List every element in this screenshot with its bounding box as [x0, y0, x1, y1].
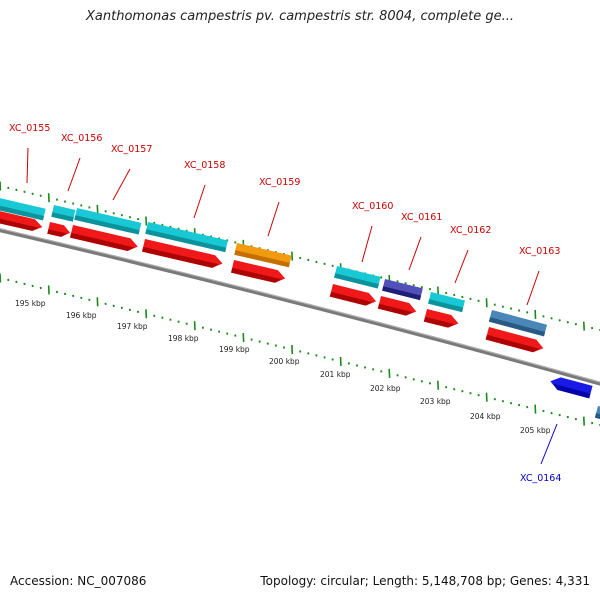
gene-label-xc-0164[interactable]: XC_0164 [520, 473, 561, 484]
scale-label: 201 kbp [320, 370, 351, 379]
gene-label-xc-0163[interactable]: XC_0163 [519, 246, 560, 257]
scale-label: 203 kbp [420, 397, 451, 406]
scale-label: 198 kbp [168, 334, 199, 343]
cds-block[interactable] [74, 208, 142, 235]
scale-label: 200 kbp [269, 357, 300, 366]
gene-label-xc-0159[interactable]: XC_0159 [259, 177, 300, 188]
gene-arrow-forward[interactable] [47, 222, 71, 239]
gene-arrow-forward[interactable] [423, 309, 460, 330]
gene-arrow-forward[interactable] [231, 260, 287, 285]
gene-leader-line [361, 225, 373, 263]
accession-text: Accession: NC_007086 [10, 574, 147, 588]
gene-leader-line [267, 201, 280, 237]
scale-label: 197 kbp [117, 322, 148, 331]
cds-block[interactable] [234, 243, 292, 268]
cds-block[interactable] [334, 266, 381, 289]
gene-leader-line [193, 184, 206, 219]
cds-block[interactable] [594, 406, 600, 421]
cds-block[interactable] [488, 310, 548, 337]
gene-arrow-reverse[interactable] [549, 375, 593, 399]
gene-leader-line [408, 236, 422, 271]
genome-backbone [0, 228, 600, 386]
gene-label-xc-0155[interactable]: XC_0155 [9, 123, 50, 134]
gene-label-xc-0162[interactable]: XC_0162 [450, 225, 491, 236]
genome-backbone-highlight [0, 228, 600, 383]
gene-leader-line [526, 270, 540, 306]
upper-tick-track [0, 181, 600, 332]
gene-arrow-forward[interactable] [329, 284, 378, 308]
scale-label: 195 kbp [15, 299, 46, 308]
genome-summary: Topology: circular; Length: 5,148,708 bp… [260, 574, 590, 588]
gene-label-xc-0157[interactable]: XC_0157 [111, 144, 152, 155]
gene-label-xc-0161[interactable]: XC_0161 [401, 212, 442, 223]
gene-label-xc-0158[interactable]: XC_0158 [184, 160, 225, 171]
gene-leader-line [26, 147, 29, 184]
gene-arrow-forward[interactable] [485, 327, 545, 355]
gene-arrow-forward[interactable] [70, 225, 139, 253]
gene-arrow-forward[interactable] [0, 210, 44, 233]
gene-arrow-forward[interactable] [377, 296, 418, 318]
gene-label-xc-0160[interactable]: XC_0160 [352, 201, 393, 212]
gene-arrow-forward[interactable] [142, 239, 224, 270]
map-title: Xanthomonas campestris pv. campestris st… [86, 9, 514, 24]
cds-block[interactable] [51, 205, 76, 222]
scale-label: 205 kbp [520, 426, 551, 435]
cds-block[interactable] [428, 292, 465, 313]
gene-label-xc-0156[interactable]: XC_0156 [61, 133, 102, 144]
lower-tick-track [0, 273, 600, 427]
cds-block[interactable] [0, 197, 46, 221]
gene-leader-line [454, 249, 469, 284]
gene-leader-line [540, 423, 558, 465]
gene-leader-line [112, 168, 131, 201]
scale-label: 196 kbp [66, 311, 97, 320]
scale-label: 204 kbp [470, 412, 501, 421]
cds-block[interactable] [382, 279, 423, 301]
scale-label: 199 kbp [219, 345, 250, 354]
scale-label: 202 kbp [370, 384, 401, 393]
gene-leader-line [67, 157, 81, 192]
cds-block[interactable] [145, 222, 228, 253]
